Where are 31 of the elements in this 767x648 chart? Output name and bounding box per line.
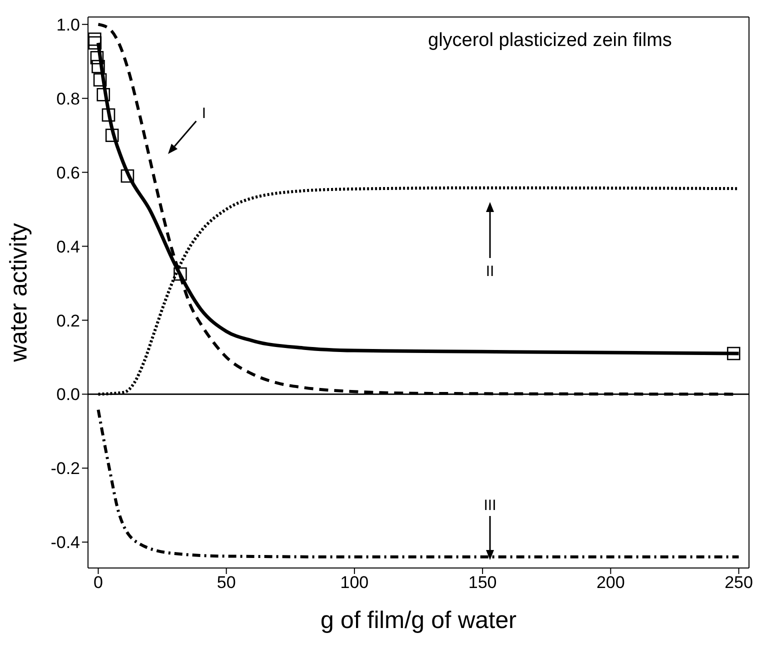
y-tick-label: 0.6	[56, 163, 80, 182]
x-tick-label: 200	[596, 573, 625, 592]
x-tick-label: 250	[724, 573, 753, 592]
y-tick-label: 0.8	[56, 89, 80, 108]
x-tick-label: 50	[216, 573, 236, 592]
y-tick-label: 0.2	[56, 311, 80, 330]
y-tick-label: 0.0	[56, 385, 80, 404]
text: glycerol plasticized zein films	[428, 30, 672, 52]
x-tick-label: 0	[94, 573, 103, 592]
point	[105, 128, 119, 142]
point	[92, 60, 105, 74]
annotation: II	[486, 263, 494, 280]
y-tick-label: -0.4	[50, 533, 80, 552]
point	[102, 108, 116, 122]
annotation: I	[202, 105, 206, 122]
point	[726, 346, 740, 360]
point	[120, 169, 134, 183]
point	[93, 73, 107, 87]
y-axis-title: water activity	[6, 223, 33, 363]
x-tick-label: 100	[340, 573, 369, 592]
x-axis-title: g of film/g of water	[320, 607, 517, 634]
line-series	[96, 408, 740, 558]
y-tick-label: -0.2	[50, 459, 80, 478]
point	[96, 88, 110, 102]
annotation: III	[484, 497, 496, 514]
x-tick-label: 150	[468, 573, 497, 592]
point	[88, 36, 102, 50]
y-tick-label: 0.4	[56, 237, 80, 256]
point	[90, 51, 104, 64]
point	[174, 267, 187, 281]
y-tick-label: 1.0	[56, 15, 80, 34]
